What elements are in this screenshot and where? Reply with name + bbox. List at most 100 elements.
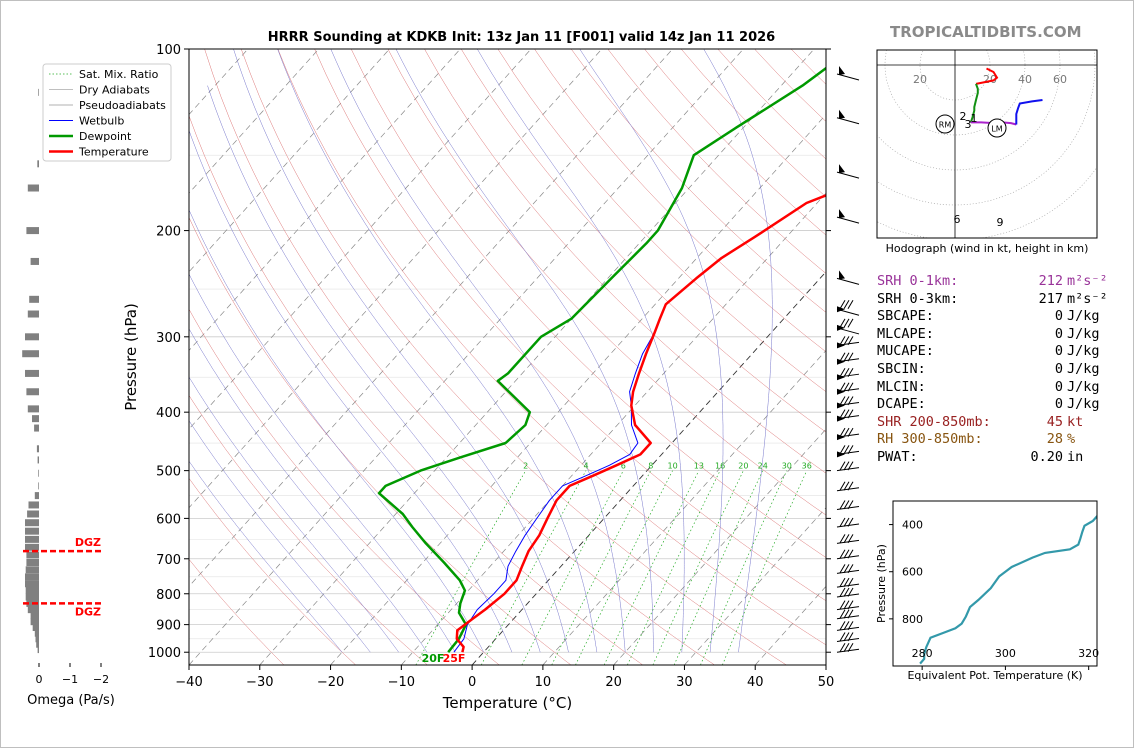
legend-entry: Dry Adiabats [79,84,150,97]
thetae-x-tick-label: 320 [1078,647,1099,660]
pseudoadiabat [580,49,723,652]
stat-label: SHR 200-850mb: [877,414,1009,432]
omega-bar [26,227,39,234]
omega-x-tick-label: −2 [93,673,109,686]
stat-unit: J/kg [1063,326,1100,344]
wind-barb [837,601,859,610]
stat-unit: m²s⁻² [1063,291,1108,309]
y-axis-label: Pressure (hPa) [122,303,140,411]
omega-bar [29,501,40,508]
stat-value: 0 [1009,308,1063,326]
omega-bar [38,646,39,653]
wind-barb [837,397,859,409]
wind-barb [837,319,859,334]
wind-barb-pennant [839,270,845,279]
thetae-y-tick-label: 400 [902,519,923,532]
omega-bar [38,470,39,477]
hodograph-height-label: 6 [954,213,961,226]
wind-barb [837,368,859,380]
y-tick-label: 400 [156,406,181,421]
dgz-label: DGZ [75,605,101,618]
stat-value: 0 [1009,396,1063,414]
mixing-ratio-label: 20 [738,462,748,471]
stat-value: 0.20 [1009,449,1063,467]
stat-value: 212 [1009,273,1063,291]
omega-x-axis-label: Omega (Pa/s) [27,693,115,708]
wind-barb [837,383,859,395]
wind-barb [837,336,859,348]
stat-label: SBCIN: [877,361,1009,379]
thetae-line [920,510,1107,663]
wind-barb-pennant [839,164,845,173]
omega-x-tick-label: 0 [36,673,43,686]
x-tick-label: 10 [535,675,552,690]
wind-barb [837,518,859,527]
wind-barb-staff [837,278,859,284]
thetae-area [920,510,1107,663]
omega-bar [22,350,39,357]
mixing-ratio-label: 13 [694,462,704,471]
thetae-x-tick-label: 300 [995,647,1016,660]
mixing-ratio-label: 2 [523,462,528,471]
y-tick-label: 100 [156,43,181,58]
wind-barb-pennant [839,110,845,119]
wind-barb [837,501,859,510]
legend-entry: Temperature [78,146,149,159]
legend-entry: Dewpoint [79,130,132,143]
thetae-x-tick-label: 280 [912,647,933,660]
wind-barb [837,610,859,619]
hodograph-caption: Hodograph (wind in kt, height in km) [886,242,1089,255]
mixing-ratio-label: 4 [583,462,588,471]
x-tick-label: 0 [468,675,476,690]
legend-entry: Pseudoadiabats [79,99,166,112]
omega-bar [29,296,39,303]
omega-bar [26,388,39,395]
wind-barb [837,110,859,124]
isotherm-dashed [331,49,885,665]
thetae-y-axis-label: Pressure (hPa) [875,544,888,623]
omega-bar [26,587,39,594]
omega-bar [27,510,39,517]
thetae-x-axis-label: Equivalent Pot. Temperature (K) [907,669,1082,682]
mixing-ratio-label: 16 [715,462,725,471]
pseudoadiabat [278,49,597,652]
stat-value: 28 [1009,431,1063,449]
wind-barb [837,564,859,573]
stat-value: 45 [1009,414,1063,432]
stat-unit: J/kg [1063,361,1100,379]
stat-label: SRH 0-1km: [877,273,1009,291]
wind-barb [837,462,859,471]
stat-label: RH 300-850mb: [877,431,1009,449]
y-tick-label: 900 [156,619,181,634]
chart-title: HRRR Sounding at KDKB Init: 13z Jan 11 [… [268,30,775,45]
wind-barb [837,621,859,630]
wind-barb [837,209,859,223]
pseudoadiabat [185,118,512,653]
mixing-ratio-line [627,471,720,665]
stat-unit: % [1063,431,1075,449]
wind-barb [837,578,859,587]
wind-barb-staff [837,118,859,124]
y-tick-label: 600 [156,512,181,527]
wind-barb-staff [837,172,859,178]
thetae-y-tick-label: 800 [902,613,923,626]
omega-bar [26,559,39,566]
stat-label: MLCAPE: [877,326,1009,344]
stat-unit: J/kg [1063,396,1100,414]
hodograph-height-label: 3 [965,118,972,131]
pseudoadiabat [161,137,484,652]
stat-value: 217 [1009,291,1063,309]
wind-barb [837,410,859,422]
pseudoadiabat [89,217,370,652]
y-tick-label: 300 [156,331,181,346]
omega-bar [26,552,39,559]
stat-label: DCAPE: [877,396,1009,414]
y-tick-label: 1000 [148,646,181,661]
stat-value: 0 [1009,361,1063,379]
